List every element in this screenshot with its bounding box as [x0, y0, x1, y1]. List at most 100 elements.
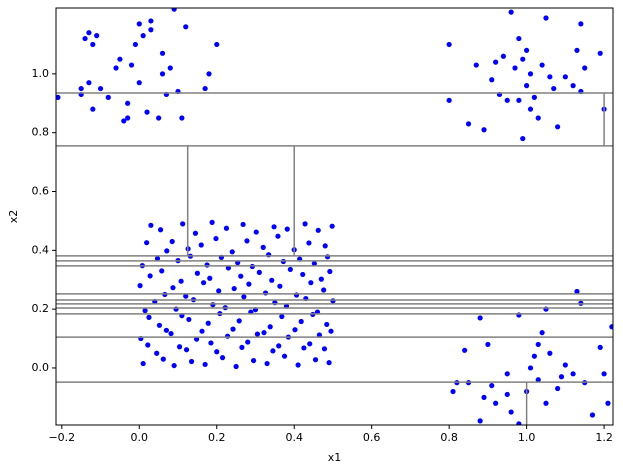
point: [551, 85, 557, 92]
point: [328, 328, 334, 334]
point: [516, 97, 522, 103]
point: [589, 412, 596, 418]
point: [254, 331, 261, 337]
point: [163, 327, 169, 333]
point: [144, 109, 150, 115]
x-tick-label: 0.4: [285, 431, 303, 444]
point: [264, 360, 270, 367]
point: [327, 268, 333, 275]
point: [446, 41, 452, 48]
point: [82, 35, 88, 42]
x-axis-label: x1: [328, 451, 342, 464]
y-tick-label: 0.8: [32, 126, 50, 139]
point: [473, 62, 479, 68]
point: [214, 41, 220, 48]
point: [136, 80, 142, 86]
x-tick-label: −0.2: [48, 431, 75, 444]
point: [256, 269, 262, 275]
point: [307, 341, 313, 347]
point: [198, 242, 204, 248]
y-tick-label: 0.0: [32, 361, 50, 374]
point: [159, 50, 166, 56]
point: [465, 121, 472, 127]
point: [520, 135, 526, 142]
point: [302, 221, 308, 227]
point: [275, 233, 281, 239]
point: [157, 227, 164, 233]
point: [527, 71, 534, 77]
point: [159, 268, 165, 274]
point: [213, 235, 219, 242]
point: [477, 315, 483, 321]
point: [178, 278, 184, 284]
point: [489, 382, 495, 389]
point: [489, 77, 495, 83]
y-tick-label: 0.6: [32, 185, 50, 198]
point: [200, 280, 207, 286]
point: [321, 287, 327, 293]
point: [481, 127, 487, 133]
point: [86, 30, 92, 36]
point: [56, 94, 61, 100]
point: [137, 283, 143, 289]
point: [128, 62, 135, 68]
point: [292, 327, 298, 333]
point: [169, 238, 175, 245]
point: [86, 80, 92, 86]
point: [570, 371, 576, 377]
point: [142, 308, 148, 314]
point: [245, 339, 251, 345]
point: [516, 421, 522, 425]
point: [555, 385, 561, 392]
point: [156, 115, 162, 121]
point: [508, 9, 514, 15]
axes-frame: [55, 7, 614, 426]
point: [574, 47, 580, 53]
point: [188, 358, 195, 365]
point: [239, 344, 245, 350]
point: [284, 226, 290, 232]
point: [562, 362, 568, 368]
point: [186, 316, 192, 323]
point: [90, 106, 96, 112]
point: [535, 341, 541, 348]
point: [321, 346, 328, 352]
point: [253, 229, 259, 235]
point: [322, 243, 328, 249]
point: [504, 391, 510, 398]
point: [117, 56, 123, 62]
point: [527, 106, 534, 112]
point: [261, 330, 267, 336]
point: [324, 321, 330, 328]
point: [214, 349, 220, 355]
y-tick-label: 1.0: [32, 67, 50, 80]
point: [210, 302, 216, 308]
point: [192, 230, 199, 236]
point: [531, 94, 537, 100]
point: [508, 409, 514, 415]
point: [535, 377, 541, 383]
point: [262, 290, 269, 296]
point: [146, 314, 152, 320]
point: [555, 124, 561, 130]
point: [176, 344, 183, 350]
point: [570, 83, 576, 89]
point: [171, 362, 177, 369]
point: [125, 115, 131, 121]
point: [147, 273, 153, 279]
point: [230, 326, 236, 332]
point: [287, 266, 293, 273]
point: [231, 285, 237, 292]
point: [144, 240, 150, 246]
point: [180, 221, 186, 227]
point: [504, 97, 510, 103]
point: [539, 330, 545, 336]
point: [202, 85, 208, 92]
point: [298, 318, 304, 325]
point: [225, 265, 231, 271]
point: [605, 400, 611, 406]
point: [209, 219, 215, 225]
point: [279, 313, 285, 320]
point: [609, 324, 613, 330]
point: [477, 418, 483, 424]
